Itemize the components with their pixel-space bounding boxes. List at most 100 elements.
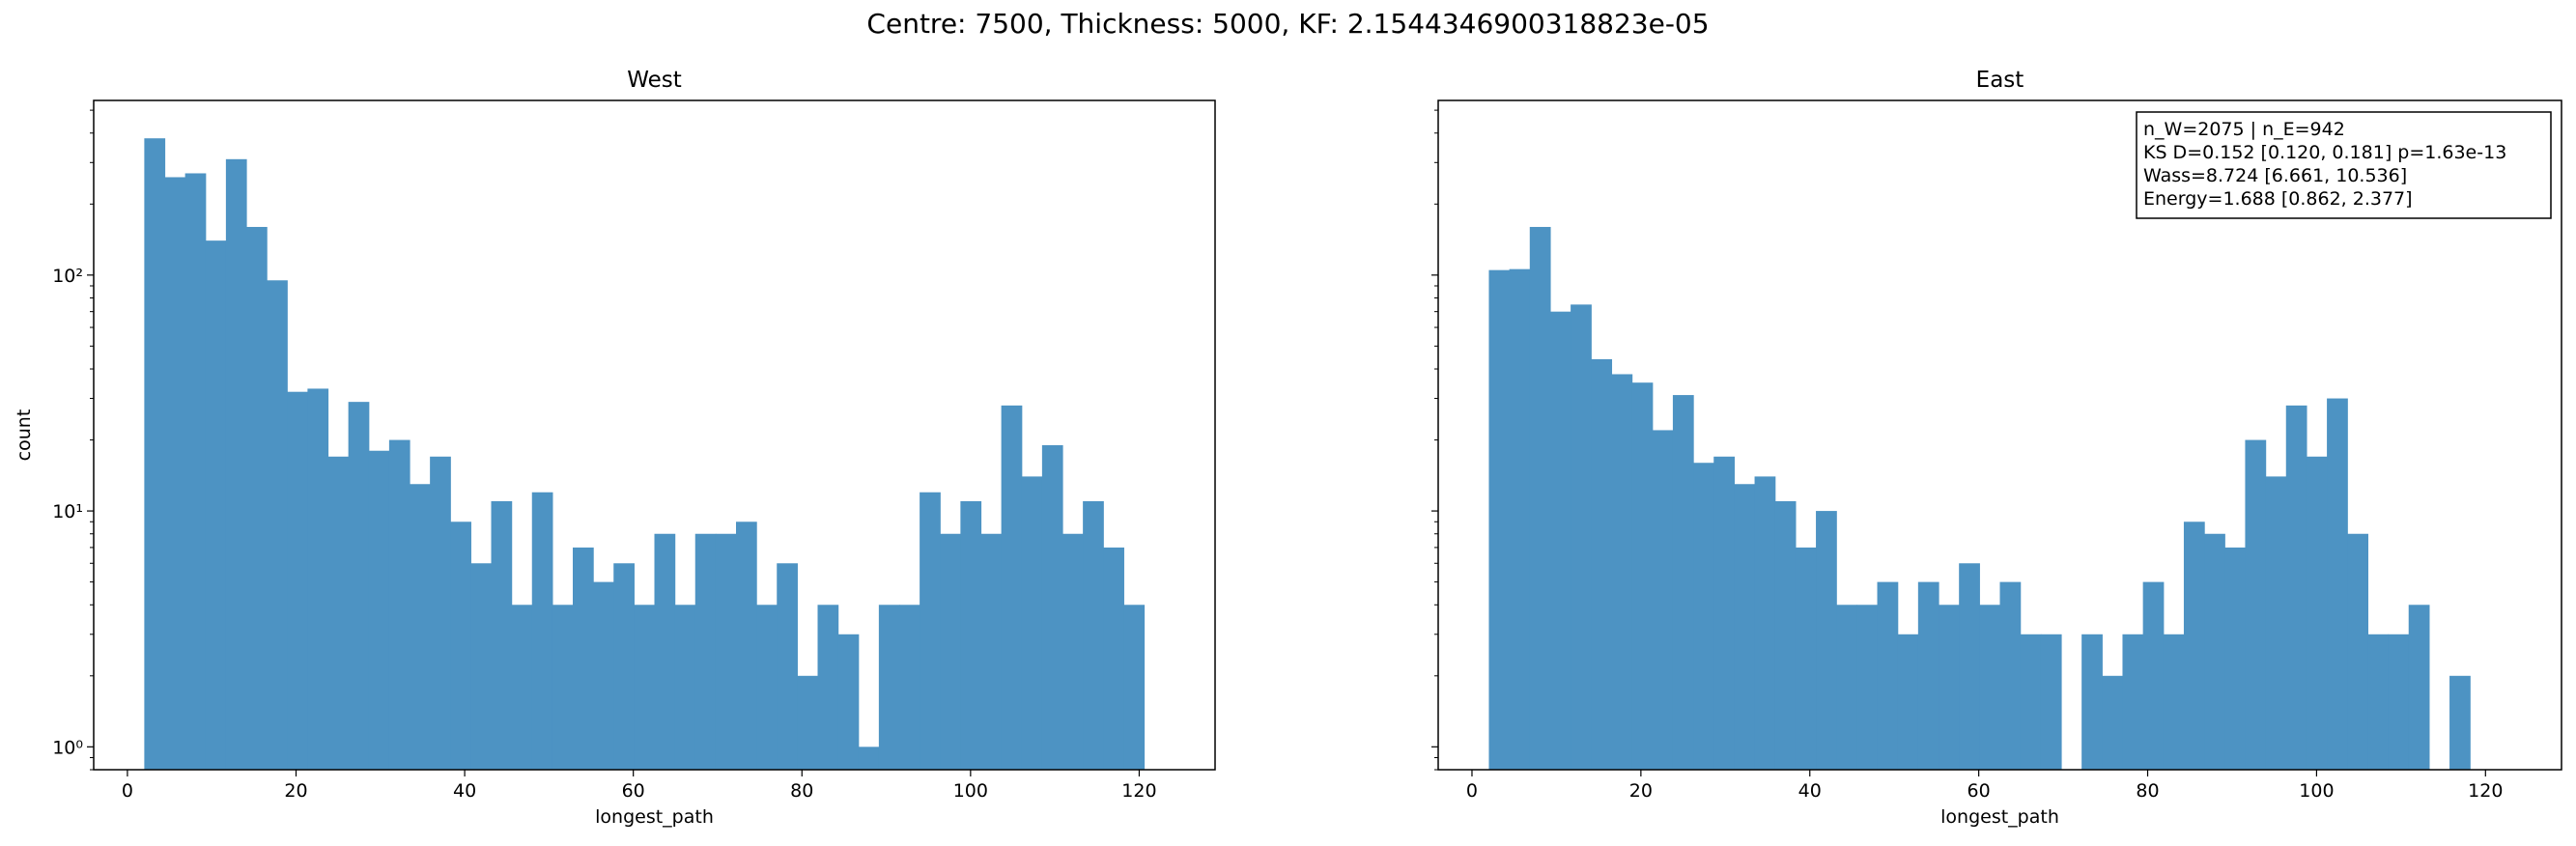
axes-title: East [1976, 68, 2024, 93]
histogram-bar [2306, 456, 2328, 770]
histogram-bar [225, 158, 247, 770]
x-tick-label: 100 [2299, 780, 2334, 802]
histogram-bar [1999, 581, 2022, 770]
histogram-bar [2265, 476, 2287, 770]
histogram-bar [287, 391, 308, 770]
chart-panel-west: 0 20 40 60 80 100 120 10⁰ 10¹ 10² West longest_path… [14, 68, 1216, 828]
histogram-bar [2245, 439, 2267, 770]
histogram-bar [2388, 634, 2410, 770]
histogram-bar [1754, 476, 1776, 770]
histogram-bar [1795, 547, 1817, 770]
histogram-bar [1816, 511, 1837, 770]
histogram-bar [940, 533, 961, 770]
histogram-bar [1672, 395, 1694, 770]
histogram-bar [694, 533, 717, 770]
histogram-bar [1123, 605, 1146, 770]
histogram-bar [368, 450, 390, 770]
y-tick-label: 10⁰ [52, 737, 83, 758]
histogram-bar [593, 581, 614, 770]
histogram-bar [1652, 430, 1674, 770]
histogram-bar [613, 563, 635, 770]
histogram-bar [1103, 547, 1124, 770]
y-axis-label: count [14, 409, 35, 462]
x-tick-label: 120 [2468, 780, 2503, 802]
histogram-bar [2408, 605, 2430, 770]
y-tick-label: 10² [52, 266, 83, 287]
histogram-bar [1713, 456, 1735, 770]
histogram-bar [2142, 581, 2165, 770]
histogram-bar [2204, 533, 2225, 770]
histogram-bar [267, 280, 288, 770]
histogram-bar [1041, 445, 1063, 770]
histogram-bar [205, 240, 227, 770]
histogram-bar [470, 563, 493, 770]
x-tick-label: 20 [1629, 780, 1653, 802]
histogram-bar [817, 605, 839, 770]
histogram-bar [1631, 382, 1654, 770]
axes-title: West [627, 68, 682, 93]
y-tick-label: 10¹ [52, 501, 83, 522]
x-tick-label: 20 [284, 780, 307, 802]
histogram-bar [246, 226, 268, 771]
histogram-bar [1897, 634, 1919, 770]
x-tick-label: 0 [122, 780, 133, 802]
histogram-bar [348, 402, 370, 770]
histogram-bar [2224, 547, 2247, 770]
histogram-bar [2347, 533, 2368, 770]
histogram-bar [1877, 581, 1899, 770]
histogram-bar [1062, 533, 1084, 770]
x-tick-label: 40 [1798, 780, 1822, 802]
histogram-bar [2102, 675, 2124, 770]
histogram-bar [797, 675, 819, 770]
histogram-bar [777, 563, 798, 770]
histogram-bar [491, 500, 513, 770]
x-axis-label: longest_path [595, 806, 714, 828]
histogram-bar [1836, 605, 1857, 770]
histogram-bar [2081, 634, 2103, 770]
x-tick-label: 100 [953, 780, 988, 802]
axes-frame [1437, 99, 2562, 771]
histogram-bar [899, 605, 920, 770]
histogram-bar [573, 547, 594, 770]
histogram-bar [388, 439, 410, 770]
histogram-bar [1549, 311, 1571, 770]
histogram-bar [1856, 605, 1879, 770]
chart-panel-east: 0 20 40 60 80 100 120 East longest_path n_W=2075 … [1431, 68, 2562, 828]
histogram-bar [511, 605, 533, 770]
histogram-bar [1001, 405, 1023, 770]
histogram-bar [1611, 374, 1633, 770]
histogram-bar [2040, 634, 2062, 770]
histogram-bar [1734, 484, 1756, 770]
histogram-bar [2449, 675, 2471, 770]
stats-annotation-line: n_W=2075 | n_E=942 [2143, 119, 2345, 140]
histogram-bar [2183, 522, 2205, 770]
histogram-bar [634, 605, 656, 770]
histogram-bar [1488, 269, 1511, 770]
histogram-bar [1959, 563, 1980, 770]
histogram-bar [980, 533, 1003, 770]
histogram-bar [654, 533, 676, 770]
histogram-bar [1774, 500, 1797, 770]
stats-annotation-line: KS D=0.152 [0.120, 0.181] p=1.63e-13 [2143, 142, 2506, 163]
histogram-bar [1591, 358, 1613, 770]
histogram-bar [1529, 226, 1551, 771]
x-axis-label: longest_path [1940, 806, 2059, 828]
histogram-bar [837, 634, 860, 770]
histogram-bar [1693, 463, 1714, 770]
histogram-bar [2367, 634, 2390, 770]
histogram-bar [307, 388, 329, 770]
histogram-bar [1083, 500, 1104, 770]
histogram-bar [184, 173, 207, 771]
figure-suptitle: Centre: 7500, Thickness: 5000, KF: 2.154… [866, 8, 1710, 40]
histogram-bar [960, 500, 982, 770]
stats-annotation-line: Wass=8.724 [6.661, 10.536] [2143, 165, 2407, 186]
histogram-bar [1509, 268, 1531, 770]
stats-annotation-box [2136, 111, 2552, 219]
histogram-bar [144, 138, 166, 771]
histogram-bar [430, 456, 451, 770]
x-tick-label: 0 [1466, 780, 1478, 802]
x-tick-label: 60 [1967, 780, 1991, 802]
histogram-bar [2285, 405, 2307, 770]
histogram-bar [1917, 581, 1939, 770]
